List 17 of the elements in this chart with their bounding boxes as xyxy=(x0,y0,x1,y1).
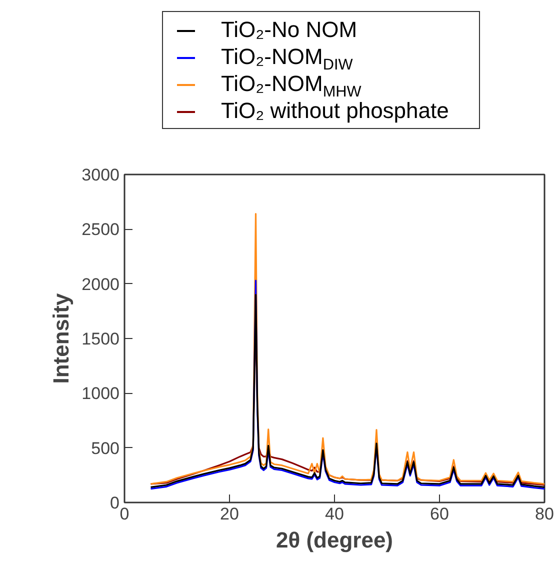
line-series xyxy=(150,213,544,485)
y-tick-label: 500 xyxy=(91,438,120,458)
legend-label: TiO₂-NOM$_{MHW}$ xyxy=(221,71,362,100)
x-tick-label: 40 xyxy=(325,504,344,524)
x-tick-label: 80 xyxy=(535,504,554,524)
x-axis-title: 2θ (degree) xyxy=(276,528,394,552)
legend-label: TiO₂-No NOM xyxy=(221,17,358,42)
y-tick-label: 3000 xyxy=(82,166,120,184)
x-tick-label: 60 xyxy=(430,504,449,524)
legend-label: TiO₂ without phosphate xyxy=(221,98,449,123)
legend-label: TiO₂-NOM$_{DIW}$ xyxy=(221,44,353,74)
y-axis-title: Intensity xyxy=(48,292,74,384)
y-tick-label: 2500 xyxy=(82,220,120,240)
y-tick-label: 2000 xyxy=(82,274,120,294)
x-tick-label: 20 xyxy=(220,504,239,524)
y-tick-label: 1500 xyxy=(82,330,120,348)
y-tick-label: 1000 xyxy=(82,384,120,404)
